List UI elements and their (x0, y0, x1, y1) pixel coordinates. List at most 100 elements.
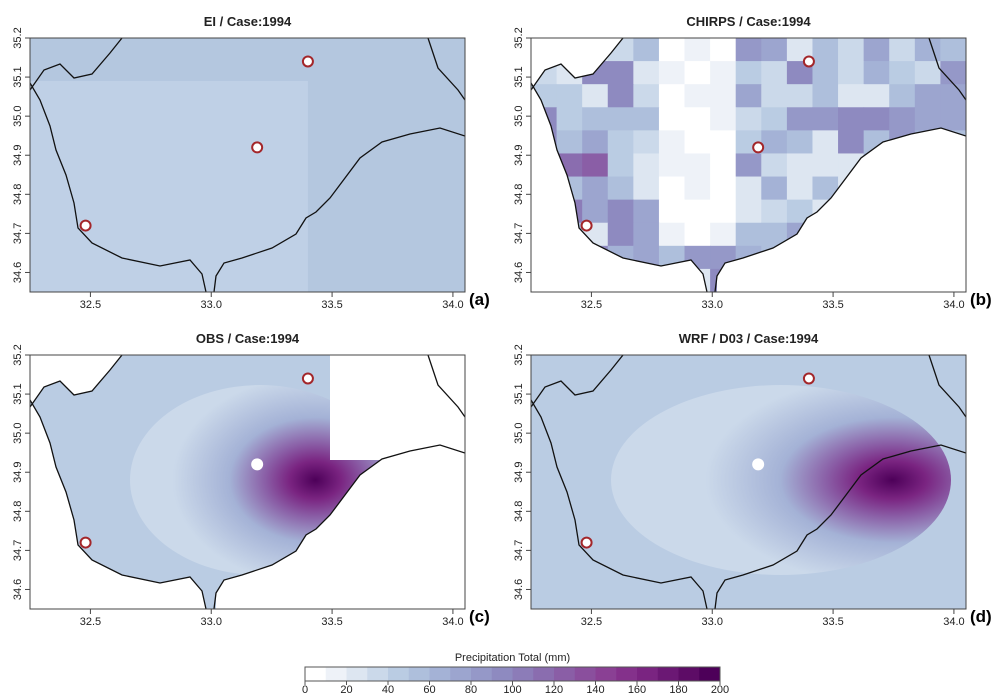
field (531, 355, 966, 609)
x-tick-label: 34.0 (442, 299, 463, 311)
y-tick-label: 35.2 (12, 344, 24, 365)
field-cell (556, 107, 583, 131)
colorbar-swatch (471, 667, 493, 681)
field-cell (735, 38, 762, 62)
colorbar-swatch (678, 667, 700, 681)
field-cell (940, 245, 966, 270)
panel-label: (d) (970, 607, 992, 626)
field-cell (812, 107, 839, 131)
map-field (531, 355, 966, 609)
field-cell (556, 245, 583, 270)
x-tick-label: 33.0 (702, 299, 723, 311)
field-cell (940, 222, 966, 247)
y-tick-label: 35.0 (513, 105, 525, 126)
panel-title: WRF / D03 / Case:1994 (679, 331, 819, 346)
field-cell (531, 38, 558, 62)
field-cell (710, 222, 737, 247)
field-cell (838, 107, 865, 131)
field-cell (710, 199, 737, 224)
field-cell (684, 61, 711, 85)
field-cell (914, 222, 941, 247)
x-tick-label: 33.0 (201, 616, 222, 628)
map-field (30, 355, 465, 609)
field-cell (786, 222, 813, 247)
panel-label: (a) (469, 290, 490, 309)
field-cell (889, 153, 916, 178)
field-cell (838, 153, 865, 178)
colorbar-tick-label: 200 (711, 684, 729, 696)
field-cell (812, 38, 839, 62)
field-cell (812, 222, 839, 247)
field-cell (531, 61, 558, 85)
panel-title: OBS / Case:1994 (196, 331, 300, 346)
station (301, 55, 314, 68)
field-cell (940, 199, 966, 224)
field-cell (786, 107, 813, 131)
x-tick-label: 33.5 (822, 299, 843, 311)
colorbar-tick-label: 140 (586, 684, 604, 696)
field-cell (735, 245, 762, 270)
colorbar-swatch (574, 667, 596, 681)
field-cell (735, 61, 762, 85)
x-tick-label: 33.5 (321, 616, 342, 628)
field-cell (889, 38, 916, 62)
y-tick-label: 35.0 (12, 422, 24, 443)
field-cell (582, 199, 609, 224)
y-tick-label: 35.2 (12, 27, 24, 48)
field-cell (607, 268, 634, 292)
field-cell (531, 107, 558, 131)
colorbar-swatch (533, 667, 555, 681)
field-cell (786, 153, 813, 178)
field-cell (761, 176, 788, 201)
colorbar-label: Precipitation Total (mm) (455, 652, 570, 664)
y-tick-label: 34.6 (12, 579, 24, 600)
field-cell (812, 245, 839, 270)
y-tick-label: 34.6 (12, 262, 24, 283)
colorbar-tick-label: 0 (302, 684, 308, 696)
colorbar-swatch (450, 667, 472, 681)
station (802, 372, 815, 385)
panel-label: (b) (970, 290, 992, 309)
x-tick-label: 33.5 (321, 299, 342, 311)
field-cell (838, 38, 865, 62)
field-cell (684, 84, 711, 108)
field-cell (556, 153, 583, 178)
field-cell (556, 84, 583, 108)
field-cell (838, 222, 865, 247)
y-tick-label: 34.7 (513, 540, 525, 561)
station (251, 141, 264, 154)
field-cell (633, 61, 660, 85)
field-cell (786, 84, 813, 108)
x-tick-label: 33.0 (702, 616, 723, 628)
colorbar-swatch (657, 667, 679, 681)
y-tick-label: 35.1 (12, 383, 24, 404)
field-cell (633, 130, 660, 154)
field-cell (863, 38, 890, 62)
field-cell (914, 84, 941, 108)
map-frame (530, 37, 967, 293)
field-cell (761, 107, 788, 131)
field (531, 38, 966, 292)
field-cell (710, 107, 737, 131)
field-cell (658, 176, 686, 201)
station (802, 55, 815, 68)
field-cell (633, 245, 660, 270)
x-tick-label: 34.0 (943, 616, 964, 628)
station (79, 536, 92, 549)
field-cell (531, 245, 558, 270)
field-cell (914, 199, 941, 224)
field-cell (556, 199, 583, 224)
field-cell (889, 222, 916, 247)
field-cell (710, 268, 737, 292)
field-cell (863, 176, 890, 201)
x-tick-label: 34.0 (442, 616, 463, 628)
field-cell (786, 61, 813, 85)
field-cell (940, 268, 966, 292)
field-cell (863, 61, 890, 85)
field-cell (607, 199, 634, 224)
field-cell (531, 84, 558, 108)
field-cell (607, 107, 634, 131)
field-cell (710, 61, 737, 85)
field-cell (889, 107, 916, 131)
coastline (30, 38, 465, 292)
